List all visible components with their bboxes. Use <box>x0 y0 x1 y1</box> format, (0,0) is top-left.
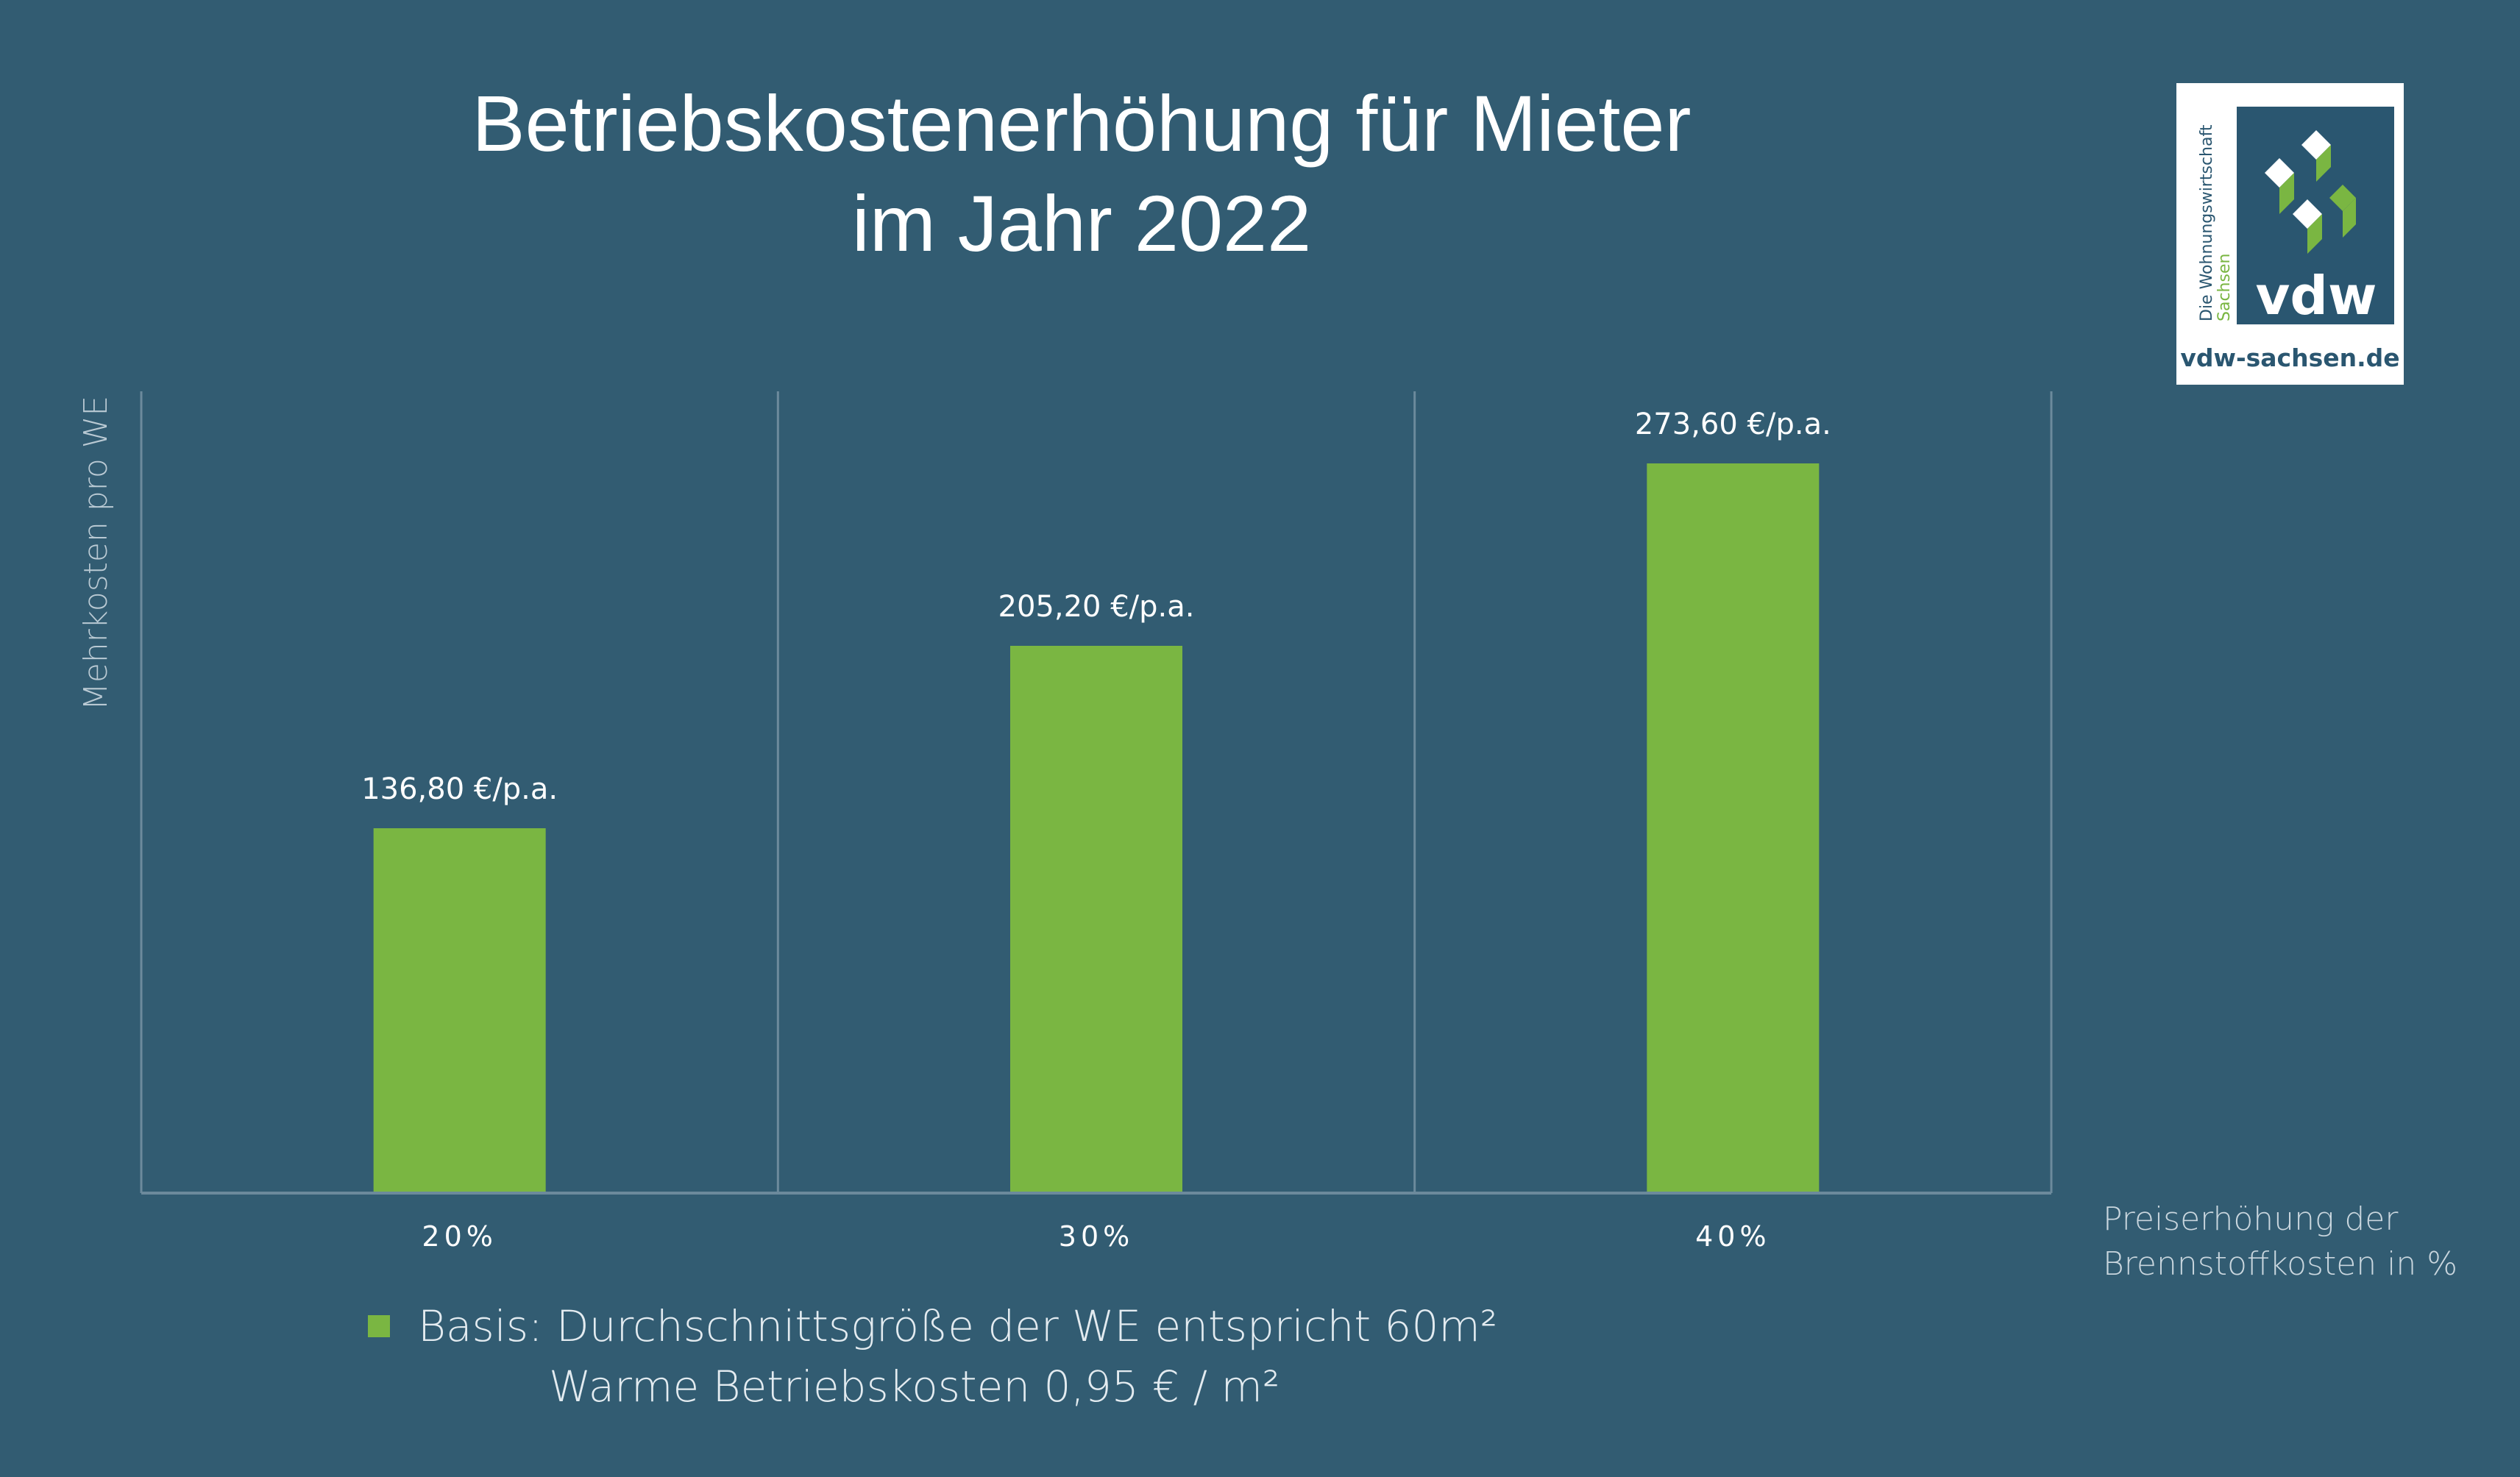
bar <box>1647 463 1820 1193</box>
bar <box>373 828 546 1193</box>
x-tick-label: 20% <box>422 1220 497 1253</box>
logo-tagline-2: Sachsen <box>2215 254 2234 321</box>
vdw-logo-mark: vdw <box>2237 107 2394 327</box>
chart-bars <box>373 463 1820 1193</box>
chart-gridlines <box>140 391 2053 1193</box>
logo-url: vdw-sachsen.de <box>2180 344 2400 372</box>
chart-title: Betriebskostenerhöhung für Mieter im Jah… <box>0 74 2163 274</box>
footnote-line-1: Basis: Durchschnittsgröße der WE entspri… <box>418 1301 1498 1351</box>
y-axis-label: Mehrkosten pro WE <box>77 396 115 711</box>
bar-value-label: 273,60 €/p.a. <box>1635 407 1831 441</box>
logo-tagline: Die Wohnungswirtschaft Sachsen <box>2198 124 2234 321</box>
x-axis-label-line-1: Preiserhöhung der <box>2103 1200 2399 1238</box>
logo-tagline-1: Die Wohnungswirtschaft <box>2198 124 2216 321</box>
bar <box>1010 646 1182 1193</box>
logo-wordmark: vdw <box>2256 265 2377 327</box>
x-tick-label: 40% <box>1695 1220 1770 1253</box>
footnote-line-2: Warme Betriebskosten 0,95 € / m² <box>549 1362 1280 1412</box>
chart-value-labels: 136,80 €/p.a. 205,20 €/p.a. 273,60 €/p.a. <box>361 407 1831 806</box>
title-line-2: im Jahr 2022 <box>851 179 1312 268</box>
footnote-bullet <box>368 1315 390 1337</box>
bar-value-label: 205,20 €/p.a. <box>998 590 1195 624</box>
vdw-logo: vdw Die Wohnungswirtschaft Sachsen vdw-s… <box>2176 83 2404 385</box>
x-tick-label: 30% <box>1059 1220 1134 1253</box>
bar-value-label: 136,80 €/p.a. <box>361 772 558 806</box>
x-axis-label-line-2: Brennstoffkosten in % <box>2103 1245 2457 1283</box>
title-line-1: Betriebskostenerhöhung für Mieter <box>472 79 1692 168</box>
chart-x-tick-labels: 20% 30% 40% <box>422 1220 1770 1253</box>
